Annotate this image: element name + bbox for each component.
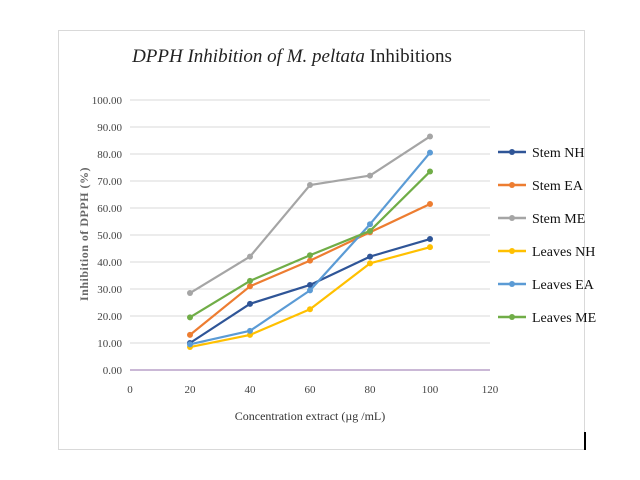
- legend-marker: [509, 314, 515, 320]
- chart-title-part: DPPH Inhibition of: [132, 46, 287, 67]
- series-stem-me: [187, 133, 433, 297]
- data-point: [427, 133, 433, 140]
- y-tick-label: 60.00: [97, 203, 122, 215]
- data-point: [187, 290, 193, 297]
- edge-mark: [584, 432, 586, 450]
- data-point: [307, 257, 313, 264]
- x-tick-label: 120: [482, 384, 499, 396]
- legend-label: Stem EA: [532, 179, 584, 194]
- series-stem-ea: [187, 200, 433, 338]
- chart-frame: [58, 30, 585, 450]
- x-axis-label: Concentration extract (µg /mL): [235, 409, 386, 423]
- y-tick-label: 10.00: [97, 338, 122, 350]
- x-tick-label: 0: [127, 384, 133, 396]
- legend-marker: [509, 248, 515, 254]
- data-point: [247, 327, 253, 334]
- data-point: [247, 253, 253, 260]
- data-point: [427, 244, 433, 251]
- chart-title: DPPH Inhibition of M. peltata Inhibition…: [58, 46, 526, 68]
- legend-marker: [509, 182, 515, 188]
- data-point: [187, 341, 193, 348]
- x-tick-label: 20: [185, 384, 197, 396]
- legend-label: Leaves EA: [532, 278, 595, 293]
- data-point: [367, 253, 373, 260]
- y-tick-label: 100.00: [92, 95, 123, 107]
- data-point: [427, 236, 433, 243]
- data-point: [427, 168, 433, 175]
- data-point: [367, 172, 373, 179]
- y-tick-label: 20.00: [97, 311, 122, 323]
- series-group: [187, 133, 433, 351]
- chart-title-part: M. peltata: [286, 46, 365, 67]
- data-point: [307, 281, 313, 288]
- x-tick-label: 100: [422, 384, 439, 396]
- y-tick-label: 90.00: [97, 122, 122, 134]
- y-tick-label: 0.00: [103, 365, 123, 377]
- data-point: [427, 149, 433, 156]
- y-tick-label: 50.00: [97, 230, 122, 242]
- y-tick-label: 70.00: [97, 176, 122, 188]
- data-point: [307, 252, 313, 259]
- x-tick-label: 80: [365, 384, 377, 396]
- data-point: [367, 221, 373, 228]
- series-line: [189, 170, 431, 319]
- data-point: [427, 200, 433, 207]
- y-axis-label: Inhibition of DPPH (%): [77, 167, 91, 301]
- chart-title-part: Inhibitions: [364, 46, 452, 67]
- x-tick-label: 40: [245, 384, 257, 396]
- y-tick-label: 40.00: [97, 257, 122, 269]
- legend-marker: [509, 281, 515, 287]
- series-leaves-ea: [187, 149, 433, 348]
- data-point: [367, 260, 373, 267]
- data-point: [307, 182, 313, 189]
- data-point: [367, 227, 373, 234]
- data-point: [247, 277, 253, 284]
- legend: Stem NH Stem EA Stem ME Leaves NH Leaves EA L…: [498, 146, 596, 326]
- legend-marker: [509, 215, 515, 221]
- legend-label: Leaves ME: [532, 311, 596, 326]
- data-point: [307, 306, 313, 313]
- data-point: [307, 287, 313, 294]
- data-point: [187, 331, 193, 338]
- y-tick-label: 30.00: [97, 284, 122, 296]
- legend-label: Stem NH: [532, 146, 585, 161]
- y-tick-label: 80.00: [97, 149, 122, 161]
- series-leaves-me: [187, 168, 433, 321]
- legend-label: Leaves NH: [532, 245, 595, 260]
- data-point: [247, 283, 253, 290]
- data-point: [247, 300, 253, 307]
- legend-label: Stem ME: [532, 212, 585, 227]
- series-line: [189, 202, 431, 336]
- tick-labels: 0.00 10.00 20.00 30.00 40.00 50.00 60.00 70.00 8…: [92, 95, 499, 396]
- legend-marker: [509, 149, 515, 155]
- data-point: [187, 314, 193, 321]
- series-line: [189, 135, 431, 294]
- x-tick-label: 60: [305, 384, 317, 396]
